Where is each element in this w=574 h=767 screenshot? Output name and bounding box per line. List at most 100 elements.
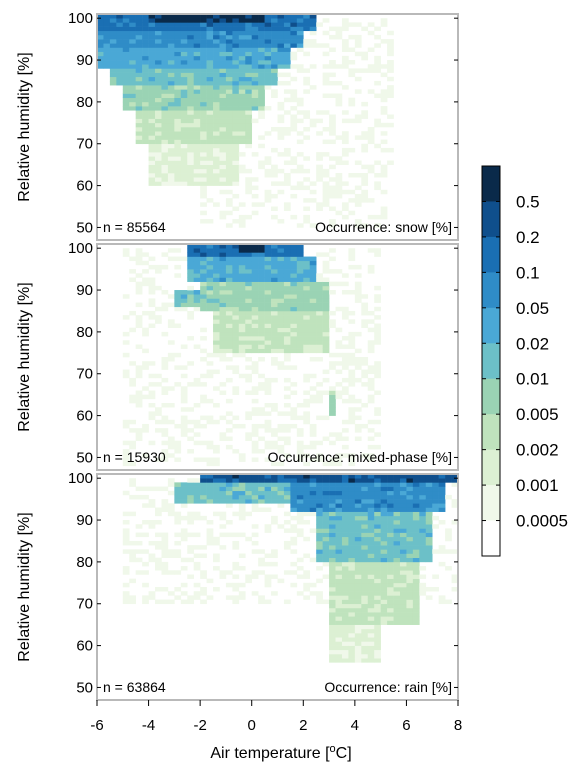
heatmap-cell [238, 478, 246, 483]
heatmap-cell [109, 26, 117, 32]
heatmap-cell [219, 152, 227, 157]
heatmap-cell [148, 503, 156, 508]
heatmap-cell [348, 486, 356, 492]
heatmap-cell [129, 419, 136, 425]
heatmap-cell [232, 494, 240, 500]
heatmap-cell [277, 323, 285, 329]
heatmap-cell [258, 202, 265, 207]
heatmap-cell [425, 486, 433, 492]
heatmap-cell [380, 97, 388, 103]
heatmap-cell [142, 22, 149, 27]
heatmap-cell [245, 285, 253, 291]
heatmap-cell [303, 415, 311, 421]
heatmap-cell [232, 244, 240, 249]
heatmap-cell [419, 499, 427, 504]
heatmap-cell [341, 55, 349, 61]
heatmap-cell [213, 43, 220, 48]
heatmap-cell [122, 540, 130, 546]
heatmap-cell [200, 210, 207, 216]
heatmap-cell [109, 34, 117, 40]
heatmap-cell [129, 47, 136, 52]
heatmap-cell [451, 482, 459, 487]
heatmap-cell [219, 26, 227, 32]
heatmap-cell [412, 520, 420, 525]
heatmap-cell [219, 264, 227, 270]
heatmap-cell [148, 114, 156, 119]
heatmap-cell [341, 578, 349, 584]
heatmap-cell [129, 43, 136, 48]
heatmap-cell [135, 436, 143, 442]
heatmap-cell [142, 331, 149, 337]
heatmap-cell [303, 306, 311, 312]
heatmap-cell [354, 436, 362, 442]
heatmap-cell [341, 645, 349, 651]
heatmap-cell [329, 587, 336, 592]
heatmap-cell [122, 520, 130, 525]
heatmap-cell [419, 566, 427, 571]
heatmap-cell [445, 474, 452, 479]
heatmap-cell [316, 177, 323, 182]
heatmap-cell [271, 294, 278, 299]
heatmap-cell [200, 127, 207, 132]
heatmap-cell [174, 60, 182, 65]
heatmap-cell [232, 344, 240, 349]
heatmap-cell [380, 587, 388, 592]
heatmap-cell [303, 453, 311, 458]
heatmap-cell [316, 394, 323, 400]
heatmap-cell [399, 566, 407, 571]
heatmap-cell [290, 260, 298, 266]
heatmap-cell [142, 64, 149, 69]
heatmap-cell [225, 244, 233, 249]
heatmap-cell [161, 147, 169, 153]
heatmap-cell [406, 599, 414, 605]
heatmap-cell [135, 60, 143, 65]
heatmap-cell [97, 14, 104, 19]
heatmap-cell [122, 490, 130, 496]
heatmap-cell [161, 89, 169, 94]
heatmap-cell [271, 319, 278, 324]
heatmap-cell [238, 582, 246, 588]
heatmap-cell [187, 147, 194, 153]
heatmap-cell [155, 131, 162, 136]
heatmap-cell [142, 520, 149, 525]
heatmap-cell [387, 616, 394, 621]
heatmap-cell [142, 139, 149, 145]
heatmap-cell [232, 193, 240, 199]
heatmap-cell [245, 277, 253, 282]
heatmap-cell [122, 595, 130, 600]
heatmap-cell [251, 260, 259, 266]
heatmap-cell [341, 181, 349, 186]
heatmap-cell [374, 641, 381, 646]
heatmap-cell [174, 352, 182, 358]
heatmap-cell [290, 122, 298, 128]
heatmap-cell [238, 515, 246, 521]
heatmap-cell [219, 285, 227, 291]
heatmap-cell [180, 398, 188, 404]
heatmap-cell [225, 173, 233, 178]
heatmap-cell [425, 553, 433, 559]
heatmap-cell [380, 486, 388, 492]
heatmap-cell [219, 76, 227, 82]
heatmap-cell [167, 419, 175, 425]
heatmap-cell [213, 47, 220, 52]
heatmap-cell [238, 106, 246, 111]
heatmap-cell [251, 344, 259, 349]
heatmap-cell [322, 202, 330, 207]
heatmap-cell [348, 528, 356, 533]
heatmap-cell [251, 281, 259, 287]
heatmap-cell [354, 348, 362, 354]
heatmap-cell [303, 461, 311, 467]
heatmap-cell [251, 315, 259, 320]
heatmap-cell [180, 515, 188, 521]
heatmap-cell [309, 511, 317, 517]
heatmap-cell [213, 244, 220, 249]
heatmap-cell [225, 340, 233, 345]
heatmap-cell [238, 298, 246, 303]
heatmap-cell [174, 302, 182, 308]
heatmap-cell [193, 252, 201, 257]
heatmap-cell [167, 319, 175, 324]
colorbar-label: 0.2 [516, 228, 540, 247]
heatmap-cell [155, 319, 162, 324]
heatmap-cell [219, 127, 227, 132]
heatmap-cell [316, 532, 323, 538]
